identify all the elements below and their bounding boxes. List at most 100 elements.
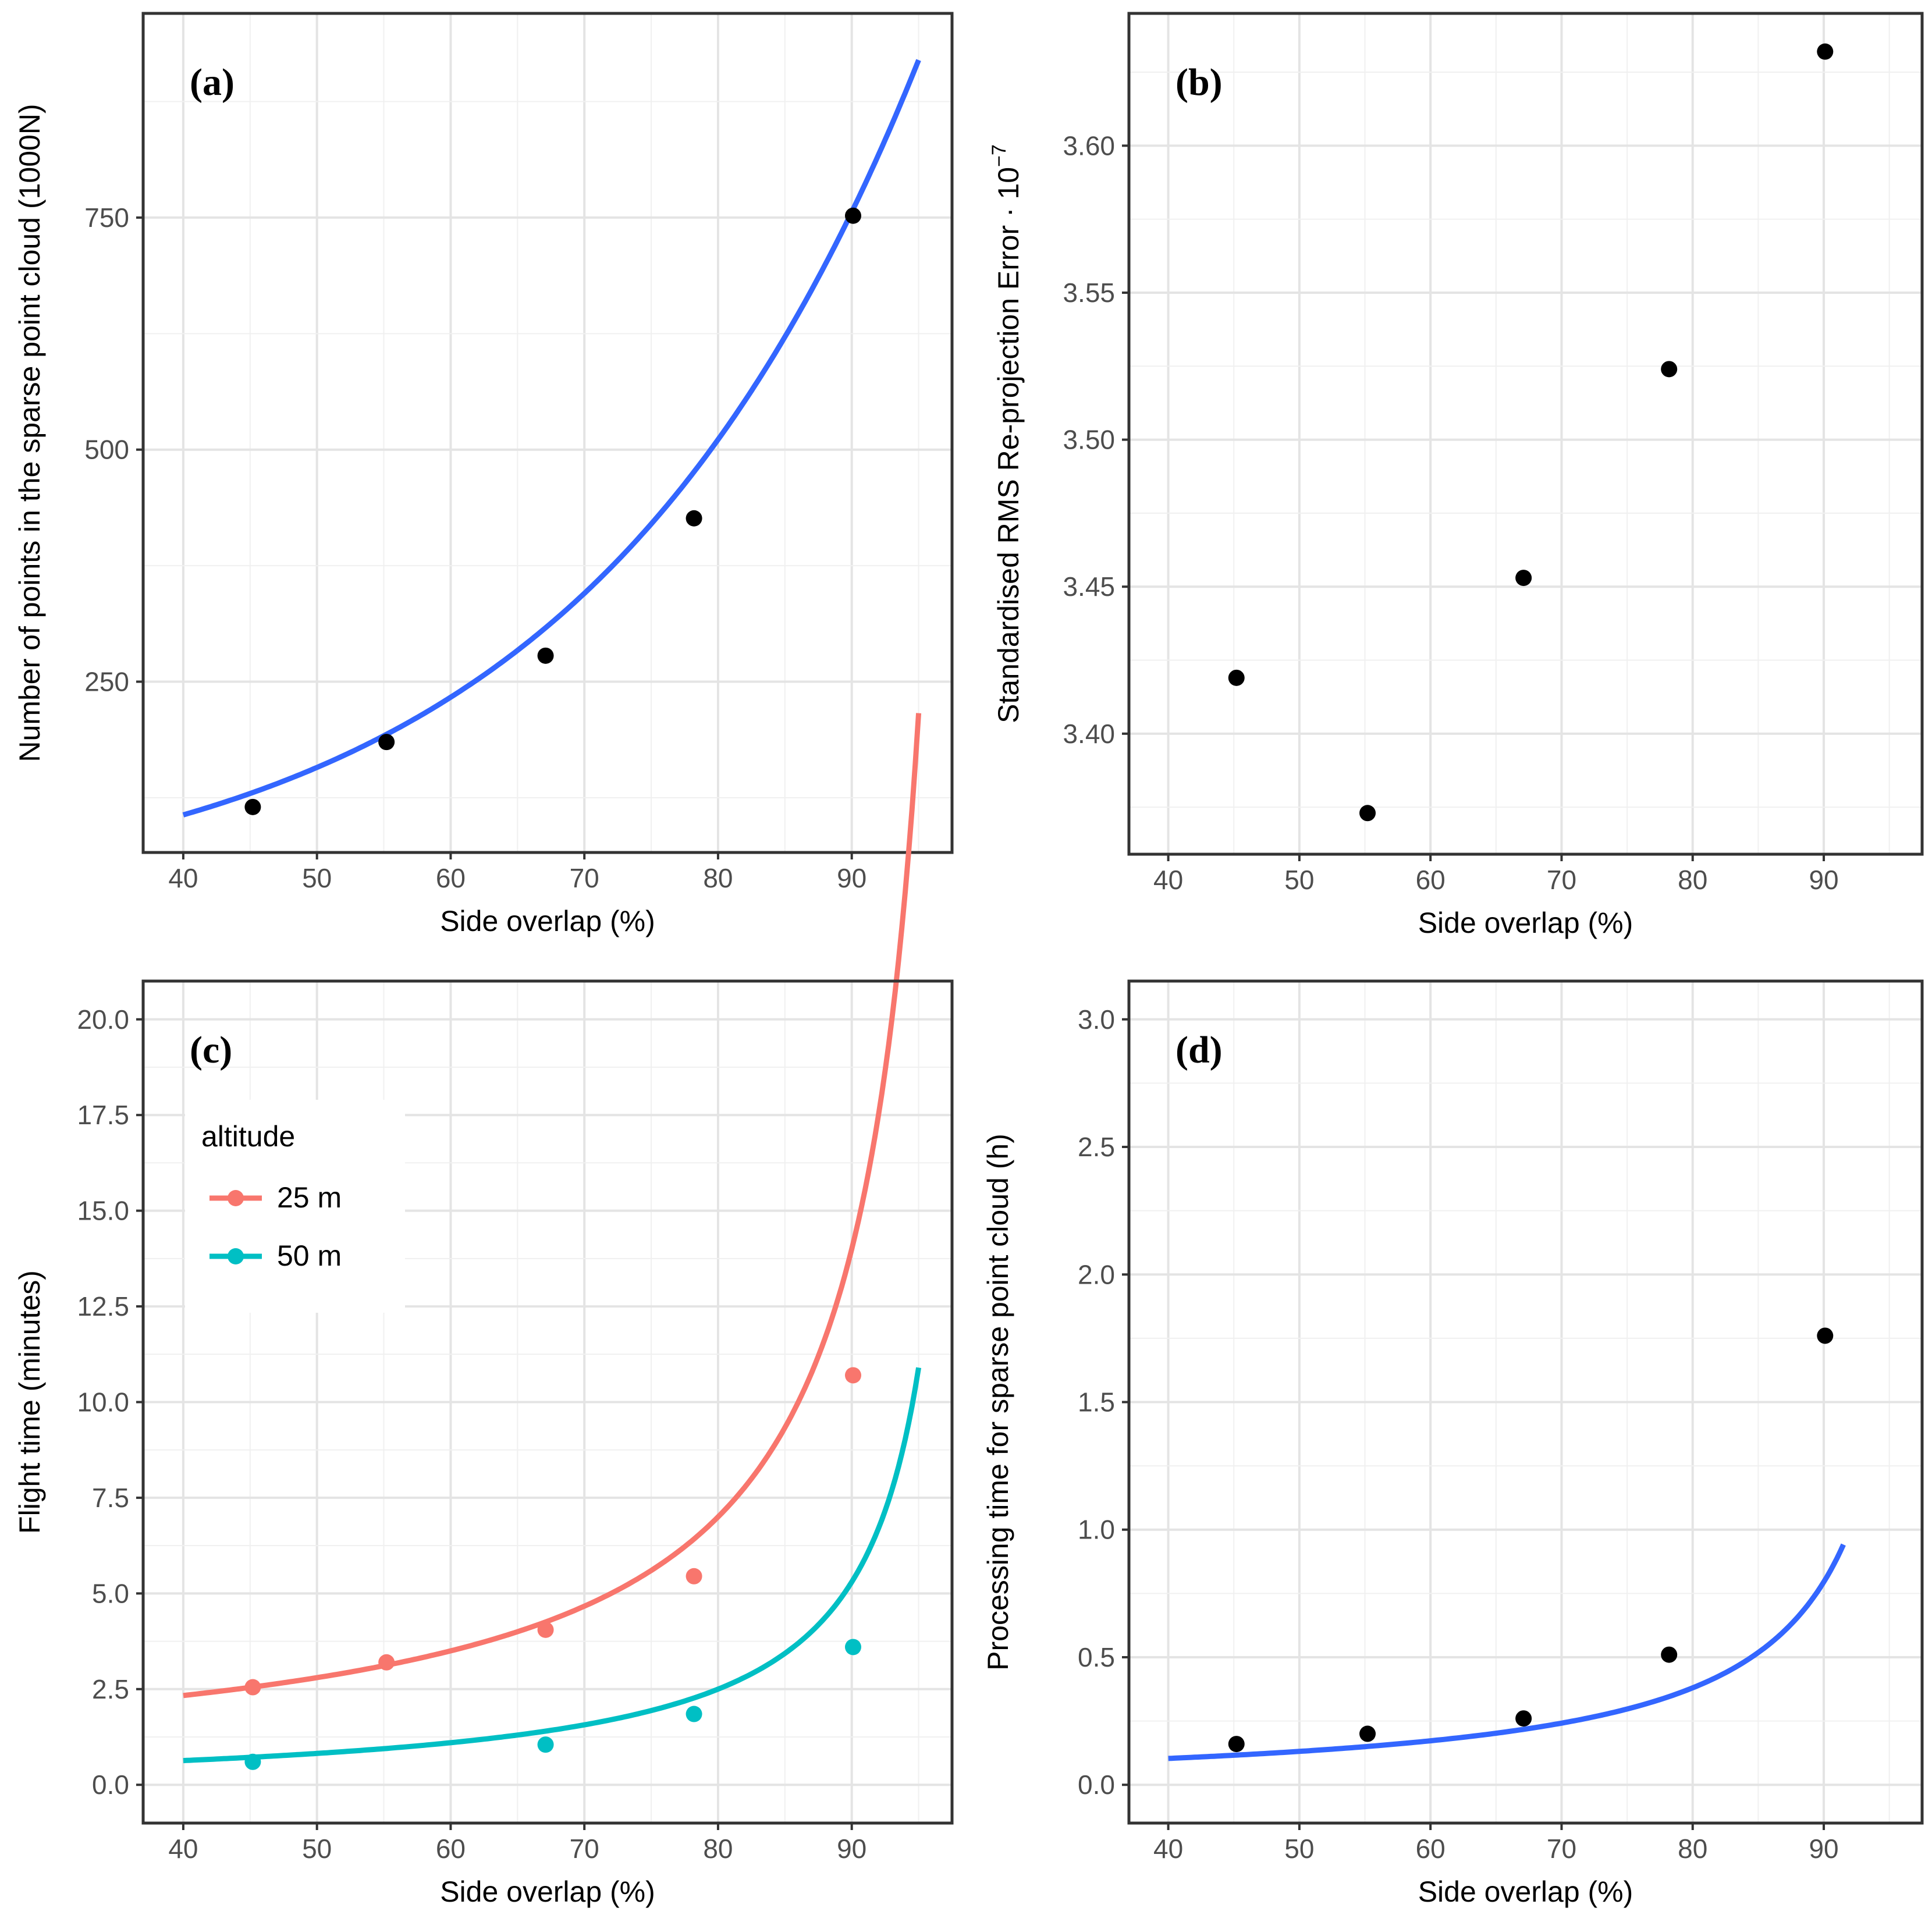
x-tick-label: 80 — [703, 863, 733, 893]
panel-b-grid — [1129, 13, 1922, 854]
panel-c: 40 50 60 70 80 90 0.0 2.5 5.0 7.5 10.0 12.5 15.0 17.5… — [13, 713, 954, 1908]
panel-b-label: (b) — [1175, 61, 1223, 104]
data-point — [1359, 1725, 1376, 1742]
y-tick-label: 20.0 — [77, 1004, 129, 1035]
data-point — [1228, 1736, 1245, 1753]
y-tick-label: 0.0 — [92, 1770, 129, 1800]
panel-a-border — [141, 12, 954, 854]
legend-key-25m-marker — [228, 1190, 244, 1206]
x-tick-label: 90 — [1809, 865, 1838, 895]
data-point — [1515, 1710, 1532, 1727]
panel-c-y-axis-title: Flight time (minutes) — [13, 1270, 46, 1534]
y-tick-label: 5.0 — [92, 1578, 129, 1608]
fit-line-25m — [183, 713, 922, 1699]
data-point — [686, 510, 702, 527]
x-tick-label: 70 — [570, 1834, 599, 1864]
panel-a-label: (a) — [190, 61, 235, 104]
fit-line — [1168, 1543, 1846, 1761]
panel-c-x-axis-title: Side overlap (%) — [440, 1875, 655, 1908]
panel-d-axes: 40 50 60 70 80 90 0.0 0.5 1.0 1.5 2.0 2.5 3.0 — [1078, 979, 1924, 1864]
panel-b: 40 50 60 70 80 90 3.40 3.45 3.50 3.55 3.60 Side ov… — [988, 12, 1924, 939]
x-tick-label: 80 — [1678, 865, 1707, 895]
data-point — [844, 207, 861, 224]
panel-b-border — [1127, 12, 1924, 856]
y-tick-label: 7.5 — [92, 1483, 129, 1513]
y-tick-label: 2.5 — [92, 1674, 129, 1704]
data-point — [1817, 1327, 1834, 1344]
x-tick-label: 80 — [703, 1834, 733, 1864]
data-point-25m — [844, 1367, 861, 1384]
x-tick-label: 60 — [436, 863, 466, 893]
data-point — [1228, 669, 1245, 686]
x-tick-label: 40 — [168, 863, 198, 893]
legend-background — [185, 1100, 405, 1313]
panel-a-background — [143, 13, 952, 852]
y-tick-label: 2.5 — [1078, 1132, 1115, 1162]
x-tick-label: 90 — [837, 863, 866, 893]
y-tick-label: 3.55 — [1063, 278, 1115, 308]
data-point — [537, 647, 554, 664]
y-tick-label: 15.0 — [77, 1196, 129, 1226]
x-tick-label: 40 — [168, 1834, 198, 1864]
panel-c-data — [183, 713, 922, 1770]
data-point — [378, 734, 395, 751]
y-tick-label: 1.5 — [1078, 1387, 1115, 1417]
panel-b-y-axis-title-main: Standardised RMS Re-projection Error · 1… — [992, 167, 1025, 723]
data-point-25m — [537, 1621, 554, 1638]
x-tick-label: 40 — [1153, 865, 1183, 895]
y-tick-label: 3.45 — [1063, 571, 1115, 602]
x-tick-label: 60 — [1416, 865, 1446, 895]
panel-d-grid — [1129, 981, 1922, 1823]
y-tick-label: 1.0 — [1078, 1515, 1115, 1545]
x-tick-label: 60 — [1416, 1834, 1446, 1864]
data-point — [1359, 805, 1376, 822]
y-tick-label: 500 — [84, 435, 129, 465]
panel-b-x-axis-title: Side overlap (%) — [1418, 907, 1633, 939]
x-tick-label: 70 — [570, 863, 599, 893]
data-point-50m — [686, 1706, 702, 1722]
panel-b-y-axis-title: Standardised RMS Re-projection Error · 1… — [988, 144, 1025, 723]
x-tick-label: 60 — [436, 1834, 466, 1864]
x-tick-label: 70 — [1547, 865, 1576, 895]
data-point — [1515, 570, 1532, 587]
y-tick-label: 10.0 — [77, 1387, 129, 1417]
fit-line-50m — [183, 1367, 922, 1764]
x-tick-label: 50 — [302, 1834, 332, 1864]
y-tick-label: 0.5 — [1078, 1642, 1115, 1672]
panel-b-data — [1228, 43, 1834, 822]
data-point — [1817, 43, 1834, 60]
data-point-50m — [537, 1736, 554, 1753]
y-tick-label: 3.0 — [1078, 1004, 1115, 1035]
data-point — [1661, 361, 1678, 378]
x-tick-label: 50 — [302, 863, 332, 893]
panel-a-y-axis-title: Number of points in the sparse point clo… — [13, 104, 46, 762]
data-point-25m — [378, 1654, 395, 1671]
y-tick-label: 2.0 — [1078, 1259, 1115, 1289]
panel-a-grid — [143, 13, 952, 852]
panel-b-background — [1129, 13, 1922, 854]
y-tick-label: 0.0 — [1078, 1770, 1115, 1800]
panel-a-axes: 40 50 60 70 80 90 250 500 750 — [84, 12, 954, 893]
data-point-25m — [686, 1568, 702, 1585]
legend-key-50m-marker — [228, 1248, 244, 1264]
panel-c-label: (c) — [190, 1029, 232, 1071]
fit-line — [182, 59, 921, 818]
y-tick-label: 12.5 — [77, 1291, 129, 1321]
data-point — [1661, 1646, 1678, 1663]
panel-d-x-axis-title: Side overlap (%) — [1418, 1875, 1633, 1908]
x-tick-label: 70 — [1547, 1834, 1576, 1864]
data-point-50m — [244, 1753, 261, 1770]
legend-label-25m: 25 m — [277, 1181, 342, 1214]
x-tick-label: 90 — [1809, 1834, 1838, 1864]
y-tick-label: 250 — [84, 666, 129, 697]
legend-title: altitude — [201, 1120, 295, 1153]
data-point-50m — [844, 1639, 861, 1655]
x-tick-label: 80 — [1678, 1834, 1707, 1864]
y-tick-label: 17.5 — [77, 1100, 129, 1130]
y-tick-label: 3.50 — [1063, 425, 1115, 455]
x-tick-label: 50 — [1284, 1834, 1314, 1864]
legend-label-50m: 50 m — [277, 1239, 342, 1272]
panel-b-y-axis-title-exponent: −7 — [988, 144, 1010, 167]
